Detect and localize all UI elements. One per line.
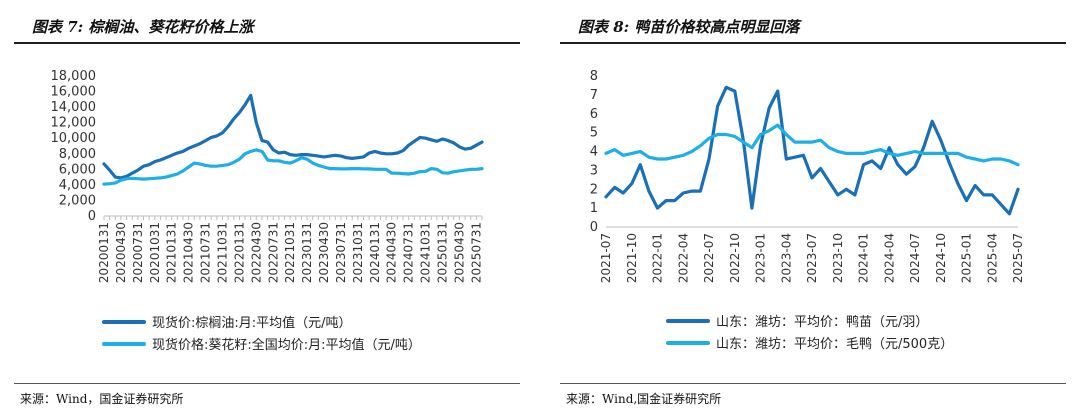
right-ytick-label: 0	[590, 220, 598, 235]
right-xtick-label: 2024-01	[857, 233, 871, 283]
right-footer-rule	[560, 383, 1066, 384]
left-xtick-label: 20220731	[266, 222, 280, 283]
right-xtick-label: 2022-07	[702, 233, 716, 283]
right-xtick-label: 2023-01	[754, 233, 768, 283]
left-xtick-label: 20221031	[283, 222, 297, 283]
right-ytick-label: 3	[590, 163, 598, 178]
right-ytick-label: 2	[590, 182, 598, 197]
right-legend-label: 山东：潍坊：平均价：鸭苗（元/羽）	[716, 315, 928, 330]
left-title-rule	[14, 42, 520, 44]
right-xtick-label: 2022-04	[676, 233, 690, 283]
left-ytick-label: 16,000	[51, 85, 97, 100]
left-footer-rule	[14, 383, 520, 384]
left-chart-panel: 图表 7: 棕榈油、葵花籽价格上涨 0 2,000 4,000 6,000 8,000 1…	[14, 0, 542, 415]
left-ytick-label: 2,000	[59, 193, 96, 208]
right-ytick-label: 7	[590, 88, 598, 103]
left-xtick-label: 20250731	[469, 222, 483, 283]
right-title-rule	[560, 42, 1066, 44]
left-xtick-label: 20210430	[182, 222, 196, 283]
left-xtick-label: 20200131	[97, 222, 111, 283]
right-xtick-label: 2023-04	[779, 233, 793, 283]
left-xtick-label: 20220430	[249, 222, 263, 283]
left-ytick-label: 12,000	[51, 116, 97, 131]
right-xtick-label: 2024-07	[908, 233, 922, 283]
left-xtick-label: 20250430	[452, 222, 466, 283]
left-xtick-label: 20220131	[232, 222, 246, 283]
left-xtick-label: 20200731	[131, 222, 145, 283]
right-chart-title: 图表 8: 鸭苗价格较高点明显回落	[578, 18, 800, 36]
left-xtick-label: 20240131	[368, 222, 382, 283]
left-xtick-label: 20210731	[199, 222, 213, 283]
left-ytick-label: 14,000	[51, 100, 97, 115]
left-xtick-label: 20230731	[334, 222, 348, 283]
left-xtick-label: 20200430	[114, 222, 128, 283]
right-xtick-label: 2021-10	[625, 233, 639, 283]
left-ytick-label: 6,000	[59, 162, 96, 177]
left-xtick-label: 20250131	[436, 222, 450, 283]
left-legend-label: 现货价:棕榈油:月:平均值（元/吨）	[152, 315, 352, 331]
right-ytick-label: 4	[590, 145, 598, 160]
right-ytick-label: 8	[590, 69, 598, 84]
left-xtick-label: 20231031	[351, 222, 365, 283]
right-xtick-label: 2021-07	[599, 233, 613, 283]
left-xtick-label: 20201031	[148, 222, 162, 283]
left-ytick-label: 0	[88, 209, 96, 224]
right-chart: 0 1 2 3 4 5 6 7 8 2021-07 2021-10 2022-01 2022-04 202…	[590, 69, 1025, 352]
left-ytick-label: 10,000	[51, 131, 97, 146]
right-xtick-label: 2024-10	[934, 233, 948, 283]
left-chart: 02,0004,0006,0008,00010,00012,00014,0001…	[51, 69, 484, 353]
left-chart-title: 图表 7: 棕榈油、葵花籽价格上涨	[32, 18, 254, 36]
right-ytick-label: 1	[590, 201, 598, 216]
left-series-line-1	[102, 93, 484, 180]
right-series-line-1	[604, 85, 1020, 216]
right-xtick-label: 2022-10	[728, 233, 742, 283]
right-ytick-label: 6	[590, 107, 598, 122]
left-ytick-label: 8,000	[59, 147, 96, 162]
left-xtick-label: 20211031	[215, 222, 229, 283]
left-xtick-label: 20210131	[165, 222, 179, 283]
left-xtick-label: 20240731	[402, 222, 416, 283]
left-series-line-2	[102, 148, 484, 186]
left-ytick-label: 18,000	[51, 69, 97, 84]
right-xtick-label: 2022-01	[651, 233, 665, 283]
left-legend-label: 现货价格:葵花籽:全国均价:月:平均值（元/吨）	[152, 337, 421, 353]
left-xtick-label: 20240430	[385, 222, 399, 283]
right-xtick-label: 2025-01	[960, 233, 974, 283]
left-ytick-label: 4,000	[59, 178, 96, 193]
right-xtick-label: 2025-04	[985, 233, 999, 283]
right-series-line-2	[604, 123, 1020, 167]
left-xtick-label: 20230430	[317, 222, 331, 283]
right-ytick-label: 5	[590, 126, 598, 141]
right-source: 来源：Wind,国金证券研究所	[566, 392, 722, 406]
right-xtick-label: 2023-07	[805, 233, 819, 283]
right-chart-panel: 图表 8: 鸭苗价格较高点明显回落 0 1 2 3 4 5 6 7 8 2021-07 2021-1…	[560, 0, 1080, 415]
right-legend-label: 山东：潍坊：平均价：毛鸭（元/500克）	[716, 337, 953, 352]
right-xtick-label: 2025-07	[1011, 233, 1025, 283]
left-xtick-label: 20241031	[419, 222, 433, 283]
left-source: 来源：Wind，国金证券研究所	[20, 392, 184, 406]
right-xtick-label: 2023-10	[831, 233, 845, 283]
right-xtick-label: 2024-04	[882, 233, 896, 283]
left-xtick-label: 20230131	[300, 222, 314, 283]
